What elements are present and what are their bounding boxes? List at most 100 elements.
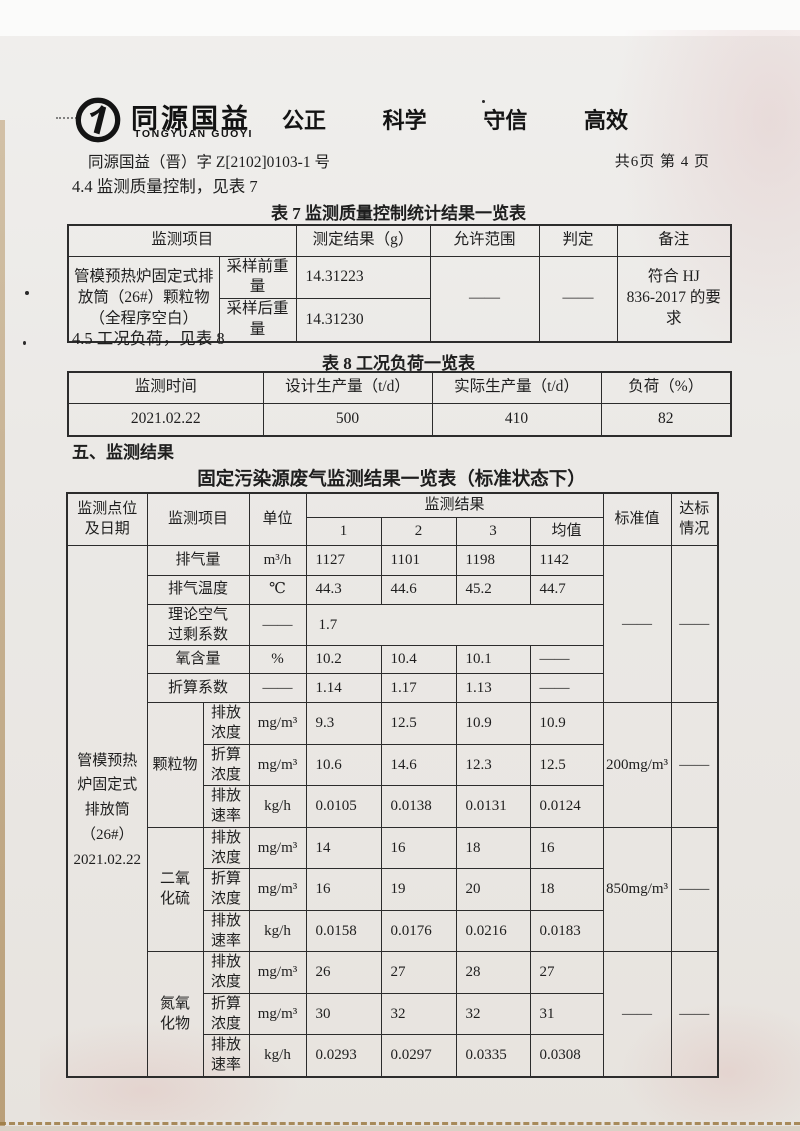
table9-span-value: 1.7 xyxy=(305,603,604,646)
table9-avg: 12.5 xyxy=(529,743,604,786)
table9-row-exhaust-temp: 排气温度 ℃ 44.3 44.6 45.2 44.7 xyxy=(67,574,718,605)
table9-item: 排气量 xyxy=(146,544,250,576)
table7-header-remark: 备注 xyxy=(616,224,732,257)
table9-row-so2-concentration: 二氧 化硫 排放 浓度 mg/m³ 14 16 18 16 850mg/m³ —… xyxy=(67,826,719,952)
table9-row-oxygen: 氧含量 % 10.2 10.4 10.1 —— xyxy=(67,645,718,674)
table9-item: 排放 速率 xyxy=(202,909,250,952)
section-4-4-heading: 4.4 监测质量控制，见表 7 xyxy=(72,177,258,196)
table9-unit: % xyxy=(248,645,307,674)
table9-v1: 10.2 xyxy=(305,645,382,674)
table9-status-so2: —— xyxy=(670,826,719,952)
document-number: 同源国益（晋）字 Z[2102]0103-1 号 xyxy=(88,154,330,171)
table9-std-general: —— xyxy=(602,544,672,703)
table7-header-range: 允许范围 xyxy=(429,224,540,257)
table8-title: 表 8 工况负荷一览表 xyxy=(322,354,475,373)
table9-avg: 27 xyxy=(529,951,604,994)
table9-v1: 1.14 xyxy=(305,673,382,703)
table9-row-exhaust-volume: 管模预热 炉固定式 排放筒 （26#） 2021.02.22 排气量 m³/h … xyxy=(66,544,719,1077)
table9-avg: —— xyxy=(529,645,604,674)
table8-header-row: 监测时间 设计生产量（t/d） 实际生产量（t/d） 负荷（%） xyxy=(67,371,732,404)
table7-item-cell: 管模预热炉固定式排 放筒（26#）颗粒物 （全程序空白） xyxy=(67,255,220,343)
table9-item: 排放 浓度 xyxy=(202,702,250,745)
table9-header-row-2: 1 2 3 均值 xyxy=(67,516,718,546)
table9-row-pm-rate: 排放 速率 kg/h 0.0105 0.0138 0.0131 0.0124 xyxy=(67,785,718,828)
table7-header-judge: 判定 xyxy=(538,224,618,257)
table9-item: 理论空气 过剩系数 xyxy=(146,603,250,646)
table9-header-avg: 均值 xyxy=(529,516,604,546)
table9-v3: 12.3 xyxy=(455,743,531,786)
table8-load: 82 xyxy=(600,402,732,437)
table9-item: 折算 浓度 xyxy=(202,868,250,911)
table9-status-nox: —— xyxy=(670,951,719,1077)
table9-item: 排放 浓度 xyxy=(202,951,250,994)
table9-std-so2: 850mg/m³ xyxy=(602,826,672,952)
table8-data-row: 2021.02.22 500 410 82 xyxy=(67,402,732,437)
page-bottom-edge xyxy=(0,1122,800,1125)
table9-v1: 1127 xyxy=(305,544,382,576)
table7-value-before: 14.31223 xyxy=(295,255,431,300)
slogan-word: 公正 xyxy=(282,108,327,133)
table9-avg: 18 xyxy=(529,868,604,911)
table9-std-nox: —— xyxy=(602,951,672,1077)
table9-v3: 28 xyxy=(455,951,531,994)
table9-row-nox-concentration: 氮氧 化物 排放 浓度 mg/m³ 26 27 28 27 —— —— xyxy=(67,951,719,1077)
table9-v2: 19 xyxy=(380,868,457,911)
table9-row-conversion: 折算系数 —— 1.14 1.17 1.13 —— xyxy=(67,673,718,703)
table9-v1: 26 xyxy=(305,951,382,994)
table9-v2: 1101 xyxy=(380,544,457,576)
table9-status-general: —— xyxy=(670,544,719,703)
slogan-word: 高效 xyxy=(583,108,628,133)
table9-item: 氧含量 xyxy=(146,645,250,674)
table9-unit: mg/m³ xyxy=(248,702,307,745)
page-left-edge xyxy=(0,120,5,1131)
table9-avg: 16 xyxy=(529,826,604,869)
table9-v3: 0.0216 xyxy=(455,909,531,952)
table9-avg: 44.7 xyxy=(529,574,604,605)
scan-dotted-artifact xyxy=(56,117,80,119)
table9-row-pm-converted: 折算 浓度 mg/m³ 10.6 14.6 12.3 12.5 xyxy=(67,743,718,786)
table9-v3: 10.1 xyxy=(455,645,531,674)
table9-v2: 44.6 xyxy=(380,574,457,605)
table7-row-after: 采样后重量 14.31230 xyxy=(68,298,731,343)
table9-v2: 12.5 xyxy=(380,702,457,745)
table9-unit: kg/h xyxy=(248,909,307,952)
table9-header-status: 达标 情况 xyxy=(670,492,719,546)
table9-emission-results: 监测点位 及日期 监测项目 单位 监测结果 标准值 达标 情况 1 2 3 均值… xyxy=(66,492,720,1078)
table9-v3: 0.0131 xyxy=(455,785,531,828)
table9-avg: 0.0308 xyxy=(529,1034,604,1077)
ink-speck xyxy=(23,341,26,345)
table9-title: 固定污染源废气监测结果一览表（标准状态下） xyxy=(197,470,586,490)
table9-unit: —— xyxy=(248,673,307,703)
table9-v2: 32 xyxy=(380,992,457,1035)
table8-header-actual: 实际生产量（t/d） xyxy=(431,371,602,404)
table9-std-pm: 200mg/m³ xyxy=(602,702,672,828)
table9-avg: 0.0183 xyxy=(529,909,604,952)
table9-v1: 14 xyxy=(305,826,382,869)
table7-label-before: 采样前重量 xyxy=(218,255,297,300)
table8-header-design: 设计生产量（t/d） xyxy=(262,371,433,404)
table9-item: 排气温度 xyxy=(146,574,250,605)
table9-row-pm-concentration: 颗粒物 排放 浓度 mg/m³ 9.3 12.5 10.9 10.9 200mg… xyxy=(67,702,719,828)
table9-unit: —— xyxy=(248,603,307,646)
table9-unit: kg/h xyxy=(248,785,307,828)
table9-header-run2: 2 xyxy=(380,516,457,546)
table9-v2: 0.0138 xyxy=(380,785,457,828)
table9-v2: 27 xyxy=(380,951,457,994)
table9-v1: 16 xyxy=(305,868,382,911)
table9-v3: 1.13 xyxy=(455,673,531,703)
table9-unit: mg/m³ xyxy=(248,868,307,911)
table9-item: 折算 浓度 xyxy=(202,743,250,786)
table9-avg: 0.0124 xyxy=(529,785,604,828)
table9-v1: 0.0105 xyxy=(305,785,382,828)
company-name-cn: 同源国益 xyxy=(131,104,251,134)
table9-unit: mg/m³ xyxy=(248,992,307,1035)
table9-header-run3: 3 xyxy=(455,516,531,546)
table9-v3: 10.9 xyxy=(455,702,531,745)
table7-label-after: 采样后重量 xyxy=(218,298,297,343)
table7-judge-cell: —— xyxy=(538,255,618,343)
table9-header-results: 监测结果 xyxy=(305,492,604,518)
table9-header-unit: 单位 xyxy=(248,492,307,546)
company-logo-icon xyxy=(74,96,122,144)
table7-header-row: 监测项目 测定结果（g） 允许范围 判定 备注 xyxy=(67,224,732,257)
table9-avg: 31 xyxy=(529,992,604,1035)
